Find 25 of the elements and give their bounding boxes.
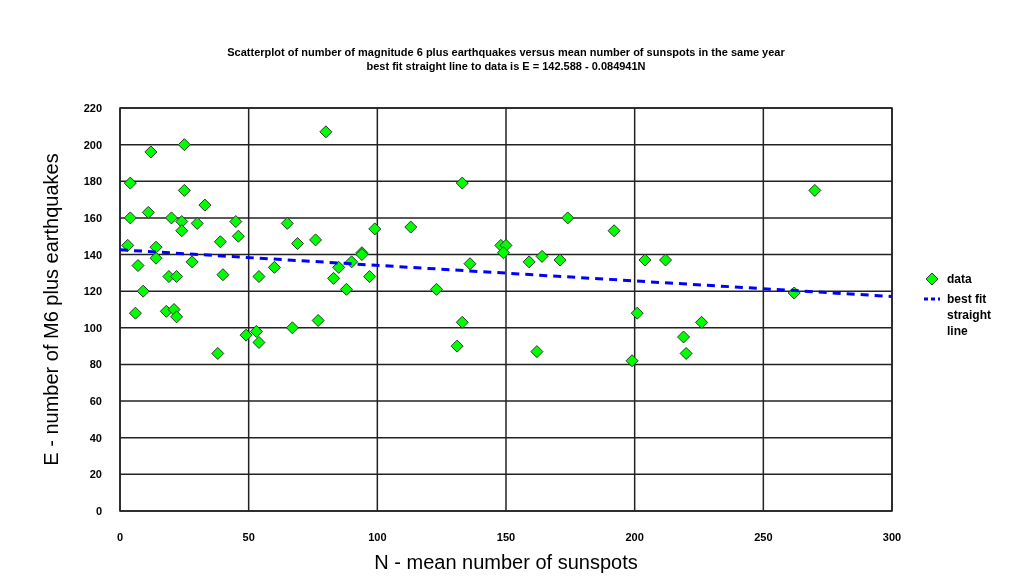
y-tick-label: 220 xyxy=(83,102,102,114)
x-tick-label: 0 xyxy=(116,531,124,543)
y-tick-label: 0 xyxy=(95,505,102,517)
x-tick-label: 150 xyxy=(496,531,516,543)
y-tick-label: 200 xyxy=(83,138,102,151)
legend-label: best fit straight line xyxy=(947,292,992,338)
y-tick-label: 160 xyxy=(83,211,102,224)
x-tick-label: 100 xyxy=(368,531,387,543)
x-tick-label: 300 xyxy=(882,531,902,543)
y-tick-label: 20 xyxy=(89,468,102,481)
x-tick-label: 50 xyxy=(242,531,255,543)
legend-label: data xyxy=(947,272,972,286)
y-tick-label: 80 xyxy=(89,358,102,371)
chart-title: Scatterplot of number of magnitude 6 plus earthquakes versus mean number of sunspots in the same year xyxy=(227,46,786,58)
x-tick-label: 200 xyxy=(625,531,644,543)
y-tick-label: 180 xyxy=(83,175,102,188)
x-axis-title: N - mean number of sunspots xyxy=(374,551,638,573)
y-axis-title: E - number of M6 plus earthquakes xyxy=(40,153,62,466)
y-tick-label: 60 xyxy=(89,395,102,408)
x-tick-label: 250 xyxy=(754,531,773,543)
y-tick-label: 100 xyxy=(83,321,102,334)
y-tick-label: 120 xyxy=(83,285,102,298)
chart-subtitle: best fit straight line to data is E = 142.588 - 0.084941N xyxy=(366,60,646,72)
y-tick-label: 40 xyxy=(89,431,102,444)
y-tick-label: 140 xyxy=(83,248,102,261)
